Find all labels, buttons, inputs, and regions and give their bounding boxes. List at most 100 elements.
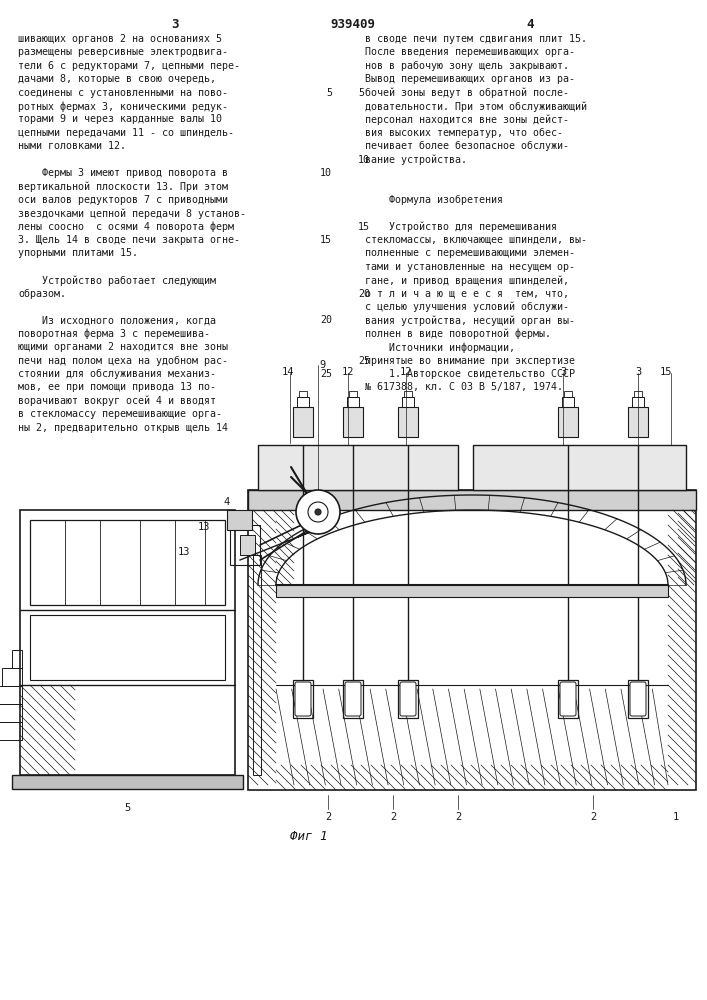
FancyBboxPatch shape bbox=[345, 682, 361, 716]
Bar bbox=[2, 668, 22, 686]
Text: 12: 12 bbox=[399, 367, 412, 377]
Text: печивает более безопасное обслужи-: печивает более безопасное обслужи- bbox=[365, 141, 569, 151]
Text: мов, ее при помощи привода 13 по-: мов, ее при помощи привода 13 по- bbox=[18, 382, 216, 392]
Bar bbox=[562, 397, 574, 407]
Text: ротных фермах 3, коническими редук-: ротных фермах 3, коническими редук- bbox=[18, 101, 228, 111]
Text: в стекломассу перемешивающие орга-: в стекломассу перемешивающие орга- bbox=[18, 409, 222, 419]
Text: 1: 1 bbox=[673, 812, 679, 822]
Bar bbox=[628, 407, 648, 437]
Bar bbox=[0, 704, 22, 722]
Text: вания устройства, несущий орган вы-: вания устройства, несущий орган вы- bbox=[365, 315, 575, 326]
Text: персонал находится вне зоны дейст-: персонал находится вне зоны дейст- bbox=[365, 114, 569, 125]
Bar bbox=[30, 520, 225, 605]
Text: нов в рабочую зону щель закрывают.: нов в рабочую зону щель закрывают. bbox=[365, 61, 569, 71]
Bar bbox=[0, 686, 22, 704]
Bar bbox=[628, 680, 648, 718]
Bar bbox=[248, 490, 696, 510]
Text: 3: 3 bbox=[560, 367, 566, 377]
Text: 5: 5 bbox=[358, 88, 364, 98]
Text: 5: 5 bbox=[326, 88, 332, 98]
FancyBboxPatch shape bbox=[560, 682, 576, 716]
Bar bbox=[634, 391, 642, 397]
Text: соединены с установленными на пово-: соединены с установленными на пово- bbox=[18, 88, 228, 98]
Bar bbox=[12, 775, 243, 789]
FancyBboxPatch shape bbox=[630, 682, 646, 716]
Bar bbox=[30, 615, 225, 680]
Text: 13: 13 bbox=[178, 547, 190, 557]
Text: 10: 10 bbox=[320, 168, 332, 178]
Text: лены соосно  с осями 4 поворота ферм: лены соосно с осями 4 поворота ферм bbox=[18, 222, 234, 232]
Text: 3: 3 bbox=[171, 18, 179, 31]
Text: 4: 4 bbox=[223, 497, 229, 507]
Bar bbox=[253, 555, 261, 775]
Text: 4: 4 bbox=[526, 18, 534, 31]
Text: 15: 15 bbox=[358, 222, 370, 232]
Text: Фермы 3 имеют привод поворота в: Фермы 3 имеют привод поворота в bbox=[18, 168, 228, 178]
Bar bbox=[293, 407, 313, 437]
Text: 3: 3 bbox=[635, 367, 641, 377]
Bar bbox=[564, 391, 572, 397]
Text: Из исходного положения, когда: Из исходного положения, когда bbox=[18, 315, 216, 325]
Bar bbox=[0, 722, 22, 740]
Text: довательности. При этом обслуживающий: довательности. При этом обслуживающий bbox=[365, 101, 587, 111]
Text: После введения перемешивающих орга-: После введения перемешивающих орга- bbox=[365, 47, 575, 57]
Bar bbox=[258, 445, 458, 490]
Circle shape bbox=[315, 509, 321, 515]
Text: № 617388, кл. С 03 В 5/187, 1974.: № 617388, кл. С 03 В 5/187, 1974. bbox=[365, 382, 563, 392]
Text: 2: 2 bbox=[325, 812, 331, 822]
Bar bbox=[297, 397, 309, 407]
Text: 25: 25 bbox=[320, 369, 332, 379]
FancyBboxPatch shape bbox=[400, 682, 416, 716]
Text: принятые во внимание при экспертизе: принятые во внимание при экспертизе bbox=[365, 356, 575, 366]
Text: стоянии для обслуживания механиз-: стоянии для обслуживания механиз- bbox=[18, 369, 216, 379]
Bar bbox=[248, 490, 696, 790]
Bar bbox=[343, 680, 363, 718]
Text: Устройство для перемешивания: Устройство для перемешивания bbox=[365, 222, 557, 232]
Bar bbox=[349, 391, 357, 397]
Text: 13: 13 bbox=[198, 522, 211, 532]
Text: в своде печи путем сдвигания плит 15.: в своде печи путем сдвигания плит 15. bbox=[365, 34, 587, 44]
FancyBboxPatch shape bbox=[295, 682, 311, 716]
Text: Устройство работает следующим: Устройство работает следующим bbox=[18, 275, 216, 286]
Text: 10: 10 bbox=[358, 155, 370, 165]
Text: торами 9 и через карданные валы 10: торами 9 и через карданные валы 10 bbox=[18, 114, 222, 124]
Bar bbox=[12, 650, 22, 668]
Text: стекломассы, включающее шпиндели, вы-: стекломассы, включающее шпиндели, вы- bbox=[365, 235, 587, 245]
Text: Источники информации,: Источники информации, bbox=[365, 342, 515, 353]
Bar bbox=[240, 535, 255, 555]
Bar bbox=[402, 397, 414, 407]
Text: бочей зоны ведут в обратной после-: бочей зоны ведут в обратной после- bbox=[365, 88, 569, 98]
Text: образом.: образом. bbox=[18, 289, 66, 299]
Text: ны 2, предварительно открыв щель 14: ны 2, предварительно открыв щель 14 bbox=[18, 423, 228, 433]
Text: полненные с перемешивающими элемен-: полненные с перемешивающими элемен- bbox=[365, 248, 575, 258]
Text: тели 6 с редукторами 7, цепными пере-: тели 6 с редукторами 7, цепными пере- bbox=[18, 61, 240, 71]
Bar bbox=[632, 397, 644, 407]
Text: Вывод перемешивающих органов из ра-: Вывод перемешивающих органов из ра- bbox=[365, 74, 575, 84]
Text: вия высоких температур, что обес-: вия высоких температур, что обес- bbox=[365, 128, 563, 138]
Text: 9: 9 bbox=[320, 360, 326, 370]
Bar bbox=[293, 680, 313, 718]
Text: тами и установленные на несущем ор-: тами и установленные на несущем ор- bbox=[365, 262, 575, 272]
Text: о т л и ч а ю щ е е с я  тем, что,: о т л и ч а ю щ е е с я тем, что, bbox=[365, 289, 569, 299]
Text: ными головками 12.: ными головками 12. bbox=[18, 141, 126, 151]
Text: 2: 2 bbox=[590, 812, 596, 822]
Text: 14: 14 bbox=[282, 367, 294, 377]
Text: оси валов редукторов 7 с приводными: оси валов редукторов 7 с приводными bbox=[18, 195, 228, 205]
Bar bbox=[276, 585, 668, 597]
Bar bbox=[398, 680, 418, 718]
Text: цепными передачами 11 - со шпиндель-: цепными передачами 11 - со шпиндель- bbox=[18, 128, 234, 138]
Text: полнен в виде поворотной фермы.: полнен в виде поворотной фермы. bbox=[365, 329, 551, 339]
Text: звездочками цепной передачи 8 установ-: звездочками цепной передачи 8 установ- bbox=[18, 208, 246, 219]
Bar bbox=[404, 391, 412, 397]
Text: размещены реверсивные электродвига-: размещены реверсивные электродвига- bbox=[18, 47, 228, 57]
Circle shape bbox=[308, 502, 328, 522]
Text: 2: 2 bbox=[390, 812, 396, 822]
Circle shape bbox=[296, 490, 340, 534]
Text: поворотная ферма 3 с перемешива-: поворотная ферма 3 с перемешива- bbox=[18, 329, 210, 339]
Bar bbox=[347, 397, 359, 407]
Text: 1. Авторское свидетельство СССР: 1. Авторское свидетельство СССР bbox=[365, 369, 575, 379]
Text: 939409: 939409 bbox=[330, 18, 375, 31]
Text: 2: 2 bbox=[455, 812, 461, 822]
Text: 3. Щель 14 в своде печи закрыта огне-: 3. Щель 14 в своде печи закрыта огне- bbox=[18, 235, 240, 245]
Text: вертикальной плоскости 13. При этом: вертикальной плоскости 13. При этом bbox=[18, 181, 228, 192]
